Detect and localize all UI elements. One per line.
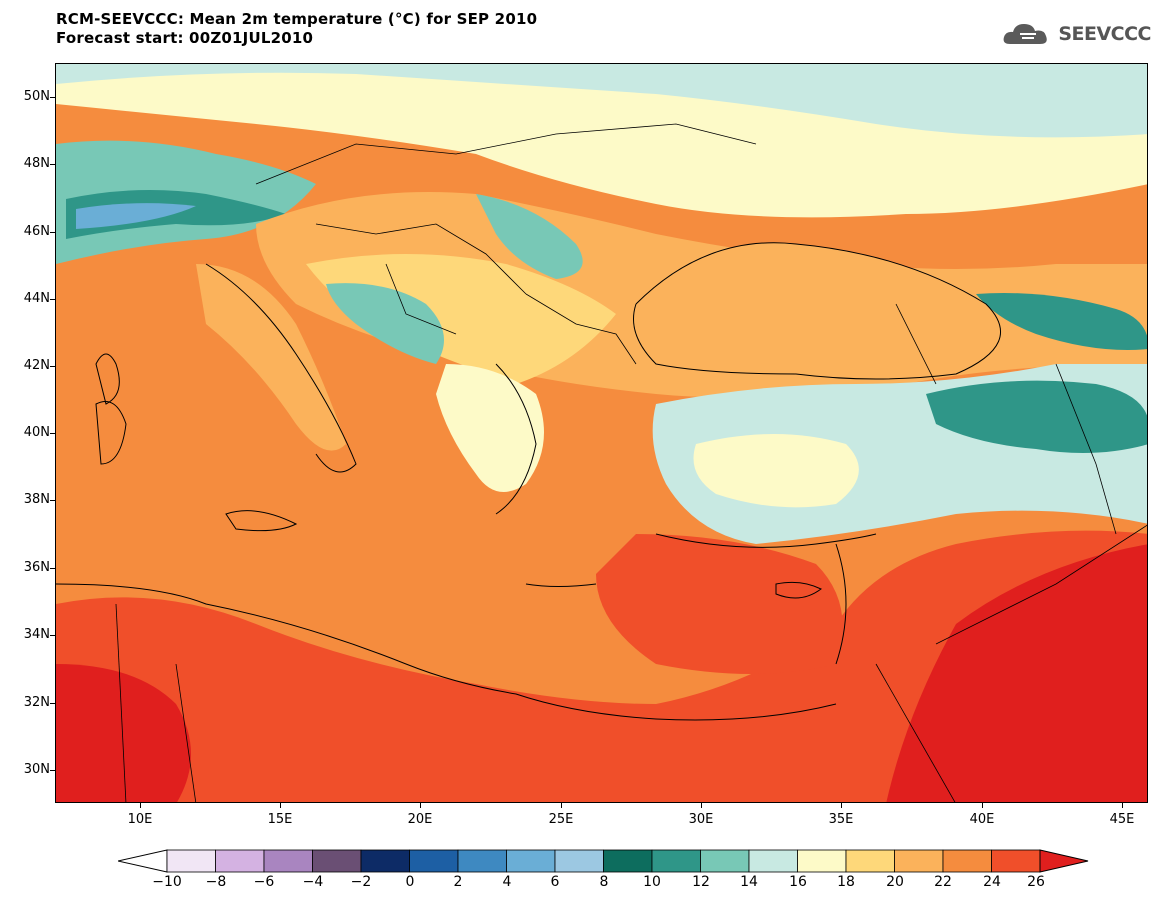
colorbar bbox=[118, 849, 1089, 873]
colorbar-tick-label: 12 bbox=[692, 874, 710, 890]
lon-label: 20E bbox=[407, 812, 433, 827]
lat-tick bbox=[50, 299, 55, 300]
colorbar-cell bbox=[215, 849, 265, 873]
colorbar-cell bbox=[748, 849, 798, 873]
colorbar-cell bbox=[554, 849, 604, 873]
colorbar-cell bbox=[845, 849, 895, 873]
lat-label: 38N bbox=[23, 492, 50, 507]
lon-tick bbox=[140, 803, 141, 808]
colorbar-tick-label: 22 bbox=[934, 874, 952, 890]
lat-tick bbox=[50, 232, 55, 233]
colorbar-tick-label: 10 bbox=[643, 874, 661, 890]
lon-label: 45E bbox=[1109, 812, 1135, 827]
colorbar-cell bbox=[360, 849, 410, 873]
lat-label: 48N bbox=[23, 156, 50, 171]
colorbar-tick-label: −2 bbox=[350, 874, 372, 890]
lon-tick bbox=[841, 803, 842, 808]
lat-label: 36N bbox=[23, 560, 50, 575]
colorbar-cell bbox=[409, 849, 459, 873]
colorbar-tick-label: 20 bbox=[886, 874, 904, 890]
colorbar-cell bbox=[506, 849, 556, 873]
lon-label: 30E bbox=[688, 812, 714, 827]
colorbar-tick-label: 18 bbox=[837, 874, 855, 890]
colorbar-tick-label: 2 bbox=[453, 874, 463, 890]
lon-label: 25E bbox=[548, 812, 574, 827]
colorbar-tick-label: −8 bbox=[205, 874, 227, 890]
colorbar-cell bbox=[894, 849, 944, 873]
colorbar-cell bbox=[457, 849, 507, 873]
lat-label: 50N bbox=[23, 89, 50, 104]
colorbar-cells bbox=[118, 849, 1089, 873]
colorbar-cell bbox=[991, 849, 1041, 873]
title-block: RCM-SEEVCCC: Mean 2m temperature (°C) fo… bbox=[56, 10, 537, 48]
lat-label: 46N bbox=[23, 224, 50, 239]
colorbar-tick-label: −6 bbox=[253, 874, 275, 890]
lon-tick bbox=[280, 803, 281, 808]
colorbar-cell bbox=[166, 849, 216, 873]
lat-tick bbox=[50, 500, 55, 501]
lat-tick bbox=[50, 366, 55, 367]
colorbar-tick-label: 8 bbox=[599, 874, 609, 890]
lon-label: 35E bbox=[828, 812, 854, 827]
lat-tick bbox=[50, 703, 55, 704]
map-title: RCM-SEEVCCC: Mean 2m temperature (°C) fo… bbox=[56, 10, 538, 28]
lat-label: 44N bbox=[23, 291, 50, 306]
lat-tick bbox=[50, 770, 55, 771]
lat-label: 34N bbox=[23, 627, 50, 642]
lat-tick bbox=[50, 568, 55, 569]
colorbar-tick-label: 16 bbox=[789, 874, 807, 890]
lat-label: 40N bbox=[23, 425, 50, 440]
colorbar-cell bbox=[603, 849, 653, 873]
lat-label: 30N bbox=[23, 762, 50, 777]
colorbar-tick-label: 26 bbox=[1027, 874, 1045, 890]
temperature-field bbox=[56, 64, 1147, 802]
cloud-logo-icon bbox=[1003, 24, 1048, 44]
colorbar-tick-label: −4 bbox=[302, 874, 324, 890]
lon-tick bbox=[1122, 803, 1123, 808]
lat-tick bbox=[50, 635, 55, 636]
lat-label: 42N bbox=[23, 358, 50, 373]
colorbar-tick-label: 14 bbox=[740, 874, 758, 890]
forecast-start: Forecast start: 00Z01JUL2010 bbox=[56, 29, 314, 47]
lon-label: 10E bbox=[127, 812, 153, 827]
colorbar-cell bbox=[651, 849, 701, 873]
lat-tick bbox=[50, 164, 55, 165]
colorbar-below-triangle bbox=[118, 849, 168, 873]
lon-label: 15E bbox=[267, 812, 293, 827]
colorbar-tick-label: 4 bbox=[502, 874, 512, 890]
lon-label: 40E bbox=[969, 812, 995, 827]
colorbar-cell bbox=[263, 849, 313, 873]
brand-name: SEEVCCC bbox=[1058, 23, 1151, 45]
lat-tick bbox=[50, 433, 55, 434]
lon-tick bbox=[561, 803, 562, 808]
temperature-map bbox=[55, 63, 1148, 803]
lon-tick bbox=[982, 803, 983, 808]
colorbar-tick-label: 24 bbox=[983, 874, 1001, 890]
colorbar-cell bbox=[312, 849, 362, 873]
lat-tick bbox=[50, 97, 55, 98]
lon-tick bbox=[701, 803, 702, 808]
colorbar-tick-label: 0 bbox=[405, 874, 415, 890]
colorbar-above-triangle bbox=[1039, 849, 1089, 873]
colorbar-cell bbox=[797, 849, 847, 873]
lon-tick bbox=[420, 803, 421, 808]
colorbar-cell bbox=[942, 849, 992, 873]
colorbar-tick-label: 6 bbox=[550, 874, 560, 890]
lat-label: 32N bbox=[23, 695, 50, 710]
colorbar-tick-label: −10 bbox=[152, 874, 182, 890]
colorbar-cell bbox=[700, 849, 750, 873]
brand-logo: SEEVCCC bbox=[1002, 20, 1151, 48]
